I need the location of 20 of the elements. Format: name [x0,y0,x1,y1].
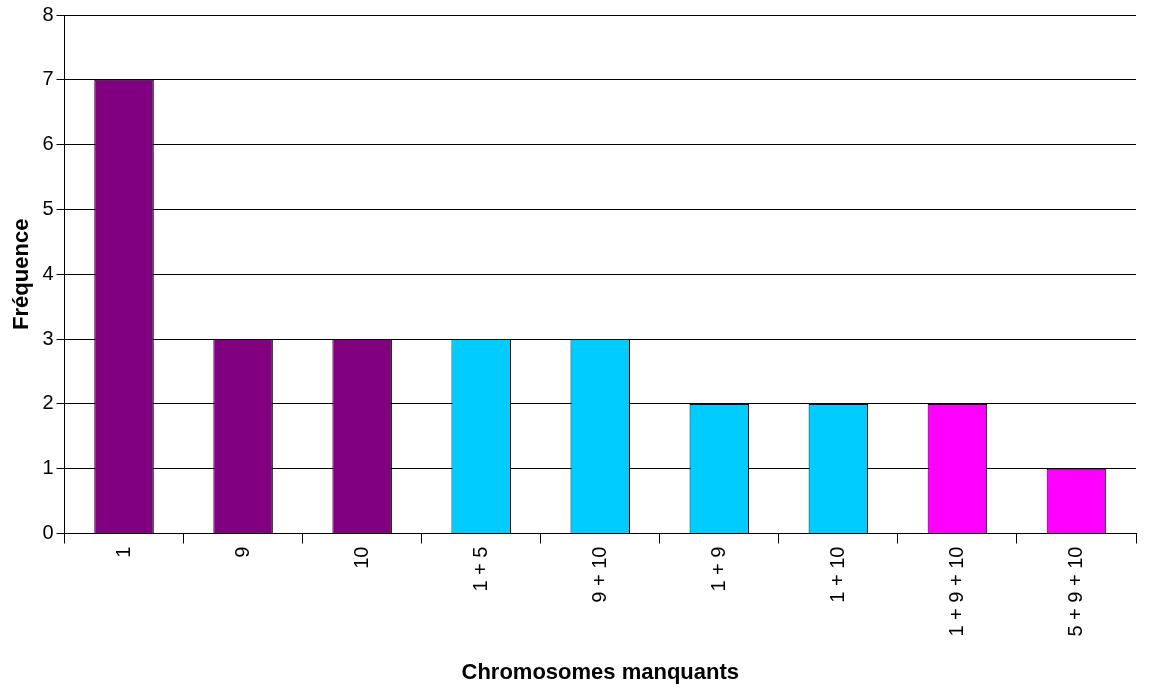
x-tick-label: 1 + 9 [706,546,729,592]
y-tick-label: 0 [42,521,54,544]
x-tick-label: 5 + 9 + 10 [1063,546,1086,637]
y-tick-label: 1 [42,456,54,479]
x-tick-label: 1 + 5 [468,546,491,592]
y-tick-label: 3 [42,326,54,349]
y-tick-label: 6 [42,132,54,155]
x-axis-title: Chromosomes manquants [461,658,740,684]
x-tick-label: 1 + 10 [825,546,848,603]
y-tick-label: 2 [42,391,54,414]
x-tick-label: 9 + 10 [587,546,610,603]
x-tick-label: 9 [230,546,253,558]
y-axis-title: Fréquence [8,218,34,330]
y-tick-label: 8 [42,2,54,25]
x-tick-label: 10 [349,546,372,569]
x-tick-label: 1 + 9 + 10 [944,546,967,637]
y-tick-label: 7 [42,67,54,90]
y-tick-label: 4 [42,261,54,284]
x-tick-label: 1 [111,546,134,558]
y-tick-label: 5 [42,196,54,219]
